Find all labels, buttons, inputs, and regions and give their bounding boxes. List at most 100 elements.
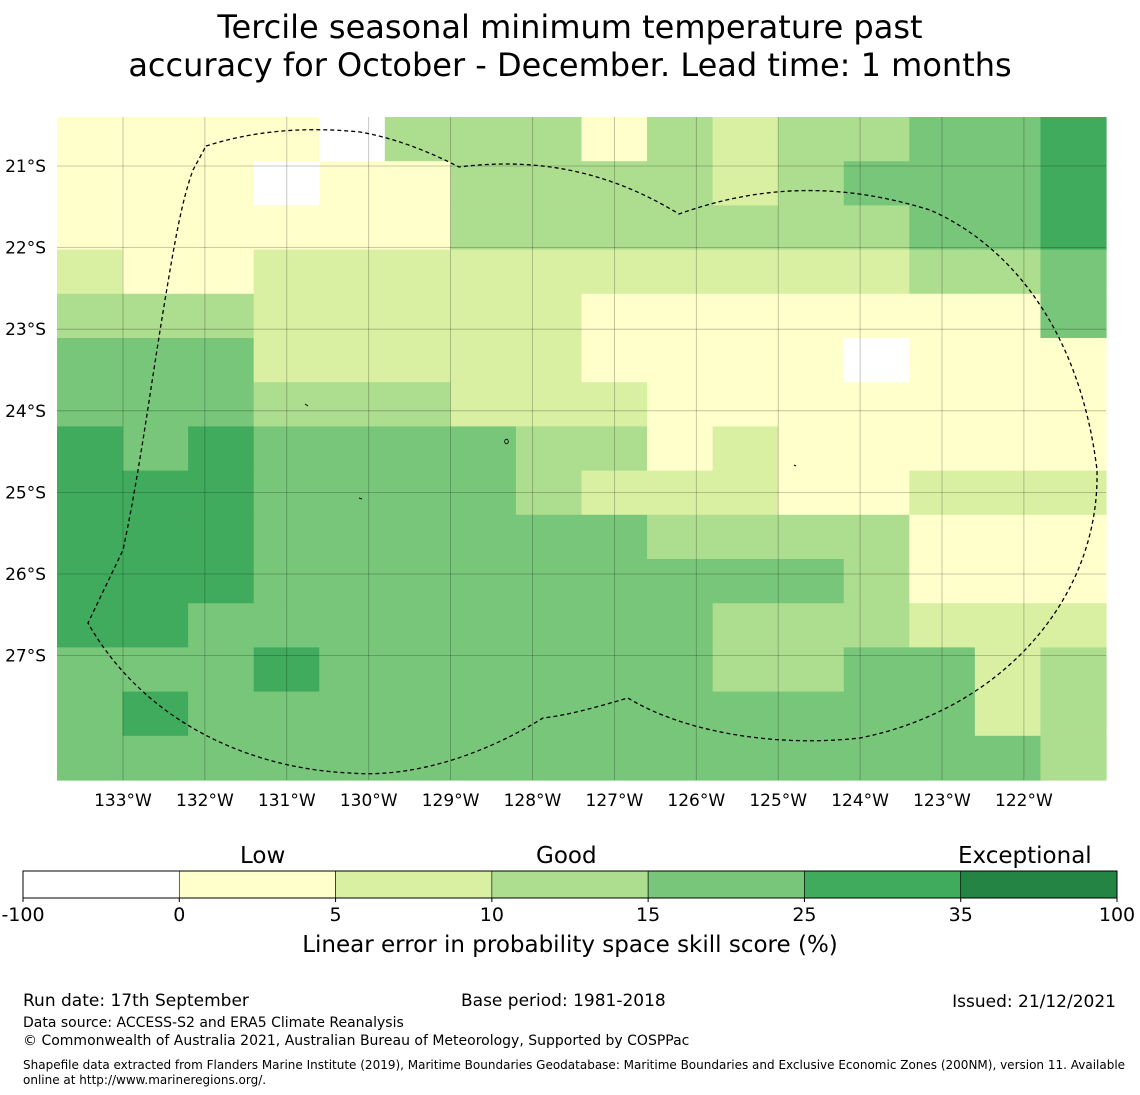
- skill-grid-cells: [57, 117, 1107, 781]
- grid-cell: [57, 249, 124, 295]
- grid-cell: [57, 338, 124, 383]
- grid-cell: [319, 249, 386, 295]
- legend-word-exceptional: Exceptional: [958, 843, 1092, 869]
- grid-cell: [515, 426, 583, 472]
- grid-cell: [712, 293, 779, 339]
- grid-cell: [778, 249, 845, 295]
- grid-cell: [909, 647, 976, 693]
- grid-cell: [581, 691, 648, 737]
- grid-cell: [515, 603, 583, 648]
- grid-cell: [319, 735, 386, 781]
- grid-cell: [581, 559, 648, 604]
- grid-cell: [122, 691, 189, 737]
- grid-cell: [450, 338, 517, 383]
- grid-cell: [450, 559, 517, 604]
- latitude-label: 21°S: [5, 157, 46, 177]
- longitude-label: 125°W: [749, 791, 807, 811]
- grid-cell: [319, 514, 386, 560]
- island-markers: [304, 403, 797, 500]
- grid-cell: [384, 161, 451, 206]
- grid-cell: [712, 205, 779, 251]
- colorbar-tick-label: 100: [1099, 904, 1135, 926]
- grid-cell: [581, 382, 648, 427]
- grid-cell: [57, 691, 124, 737]
- grid-cell: [843, 117, 910, 162]
- grid-cell: [843, 691, 910, 737]
- grid-cell: [974, 603, 1042, 648]
- grid-cell: [843, 603, 910, 648]
- grid-cell: [778, 514, 845, 560]
- colorbar-bin: [804, 870, 962, 899]
- grid-cell: [1040, 117, 1107, 162]
- grid-cell: [647, 205, 714, 251]
- legend-word-low: Low: [240, 843, 286, 869]
- grid-cell: [122, 647, 189, 693]
- grid-cell: [974, 559, 1042, 604]
- colorbar-bin: [647, 870, 805, 899]
- copyright-notice: © Commonwealth of Australia 2021, Austra…: [23, 1033, 690, 1049]
- longitude-label: 129°W: [422, 791, 480, 811]
- grid-cell: [319, 470, 386, 516]
- grid-cell: [581, 161, 648, 206]
- grid-cell: [188, 691, 255, 737]
- latitude-label: 24°S: [5, 402, 46, 422]
- longitude-label: 130°W: [340, 791, 398, 811]
- grid-cell: [515, 205, 583, 251]
- grid-cell: [909, 293, 976, 339]
- grid-cell: [515, 559, 583, 604]
- grid-cell: [843, 514, 910, 560]
- grid-cell: [253, 161, 320, 206]
- grid-cell: [384, 382, 451, 427]
- grid-cell: [974, 514, 1042, 560]
- grid-cell: [319, 603, 386, 648]
- grid-cell: [974, 426, 1042, 472]
- grid-cell: [122, 603, 189, 648]
- grid-cell: [515, 647, 583, 693]
- grid-cell: [188, 161, 255, 206]
- colorbar-tick-label: -100: [1, 904, 44, 926]
- grid-cell: [647, 603, 714, 648]
- longitude-label: 131°W: [258, 791, 316, 811]
- grid-cell: [450, 117, 517, 162]
- grid-cell: [319, 559, 386, 604]
- grid-cell: [647, 691, 714, 737]
- grid-cell: [253, 603, 320, 648]
- grid-cell: [188, 293, 255, 339]
- grid-cell: [1040, 691, 1107, 737]
- latitude-tick-labels: 21°S 22°S 23°S 24°S 25°S 26°S 27°S: [5, 157, 46, 667]
- latitude-label: 27°S: [5, 647, 46, 667]
- grid-cell: [1040, 249, 1107, 295]
- grid-cell: [712, 249, 779, 295]
- grid-cell: [122, 470, 189, 516]
- longitude-label: 128°W: [504, 791, 562, 811]
- colorbar-tick-label: 5: [330, 904, 342, 926]
- grid-cell: [647, 161, 714, 206]
- grid-cell: [1040, 338, 1107, 383]
- grid-cell: [712, 382, 779, 427]
- grid-cell: [909, 426, 976, 472]
- grid-cell: [778, 735, 845, 781]
- grid-cell: [57, 117, 124, 162]
- issued-date: Issued: 21/12/2021: [952, 992, 1116, 1012]
- grid-cell: [843, 161, 910, 206]
- grid-cell: [909, 117, 976, 162]
- grid-cell: [515, 161, 583, 206]
- grid-cell: [319, 338, 386, 383]
- longitude-label: 133°W: [94, 791, 152, 811]
- map-title-line-1: Tercile seasonal minimum temperature pas…: [217, 8, 923, 46]
- grid-cell: [122, 249, 189, 295]
- grid-cell: [974, 117, 1042, 162]
- grid-cell: [57, 382, 124, 427]
- base-period: Base period: 1981-2018: [461, 991, 666, 1011]
- grid-cell: [319, 161, 386, 206]
- latitude-label: 22°S: [5, 239, 46, 259]
- grid-cell: [253, 293, 320, 339]
- grid-cell: [1040, 382, 1107, 427]
- grid-cell: [188, 249, 255, 295]
- grid-cell: [974, 293, 1042, 339]
- grid-cell: [712, 603, 779, 648]
- grid-cell: [843, 249, 910, 295]
- grid-cell: [57, 426, 124, 472]
- grid-cell: [712, 161, 779, 206]
- grid-cell: [909, 470, 976, 516]
